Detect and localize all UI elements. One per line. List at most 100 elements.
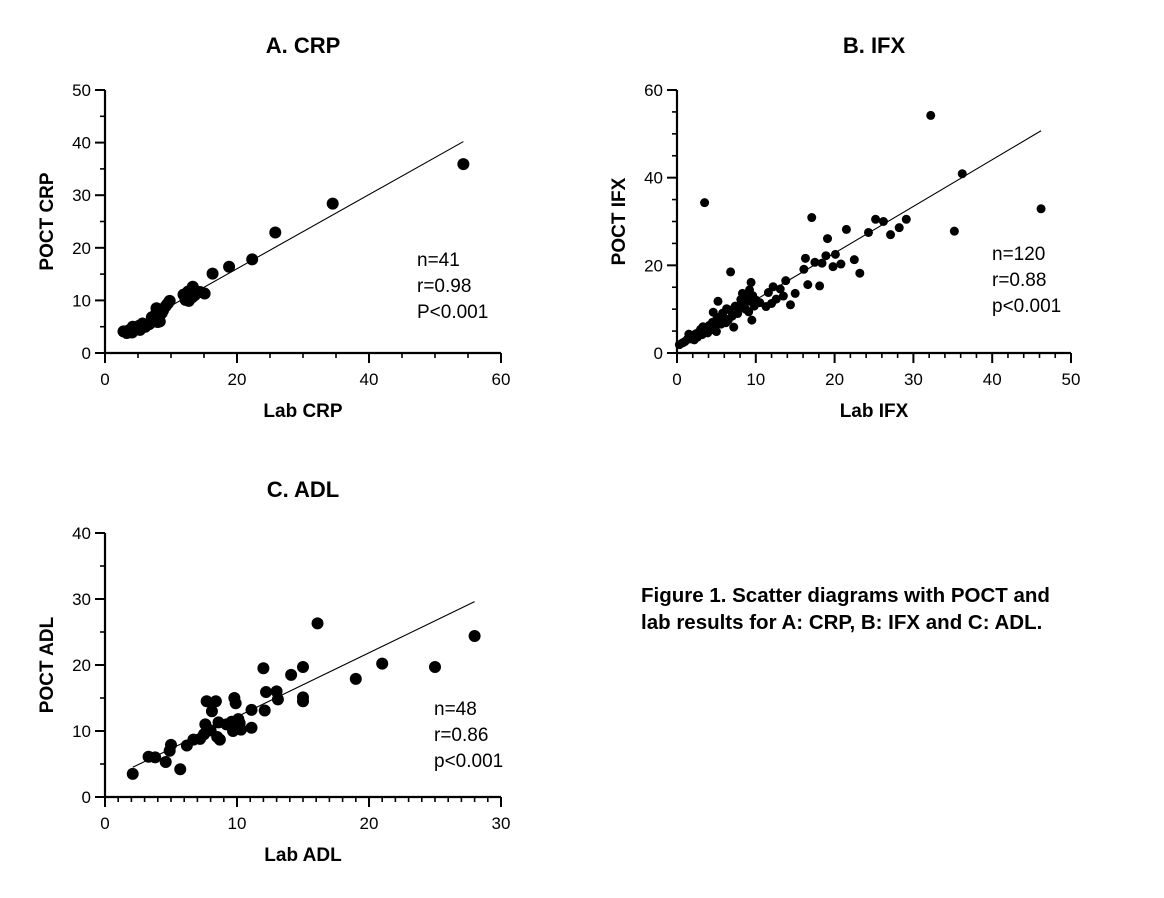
data-point <box>311 617 324 630</box>
data-point <box>297 660 309 673</box>
data-point <box>810 257 820 267</box>
y-tick-label: 0 <box>82 344 91 363</box>
x-tick-label: 0 <box>100 814 109 833</box>
data-point <box>285 668 298 681</box>
y-tick-label: 10 <box>72 291 91 310</box>
data-point <box>878 217 888 226</box>
data-point <box>260 686 273 699</box>
data-point <box>711 327 721 337</box>
x-tick-label: 60 <box>492 370 511 389</box>
y-tick-label: 0 <box>82 788 91 807</box>
data-point <box>429 660 441 673</box>
data-point <box>744 307 754 317</box>
data-point <box>126 767 139 780</box>
data-point <box>841 224 851 234</box>
x-axis-label: Lab IFX <box>840 401 909 422</box>
x-tick-label: 0 <box>100 370 109 389</box>
data-point <box>726 267 736 277</box>
data-point <box>828 262 838 272</box>
data-point <box>815 281 825 291</box>
data-point <box>271 693 284 706</box>
figure-caption-line-2: lab results for A: CRP, B: IFX and C: AD… <box>641 611 1043 634</box>
data-point <box>206 267 219 280</box>
stat-label: P<0.001 <box>417 302 488 323</box>
data-point <box>775 284 785 294</box>
data-point <box>871 214 881 224</box>
data-point <box>803 280 813 290</box>
data-point <box>468 629 481 642</box>
x-tick-label: 20 <box>360 814 379 833</box>
data-point <box>778 291 788 301</box>
data-point <box>200 695 213 708</box>
data-point <box>823 234 833 244</box>
y-tick-label: 40 <box>72 524 91 543</box>
data-point <box>855 268 865 278</box>
data-point <box>229 697 242 710</box>
data-point <box>807 213 817 223</box>
data-point <box>205 705 218 718</box>
figure-caption-line-1: Figure 1. Scatter diagrams with POCT and <box>641 584 1050 607</box>
data-point <box>149 751 162 764</box>
data-point <box>349 672 362 685</box>
y-axis-label: POCT CRP <box>37 172 58 271</box>
chart-panel-c: C. ADL 0 10 20 30 0 10 20 30 40 Lab ADL POCT ADL n=4… <box>37 477 510 866</box>
stat-label: p<0.001 <box>434 751 503 772</box>
data-point <box>729 322 739 332</box>
data-point <box>297 695 309 708</box>
x-tick-label: 40 <box>983 370 1002 389</box>
data-point <box>746 277 756 287</box>
data-point <box>198 287 211 300</box>
y-tick-label: 0 <box>654 344 663 363</box>
y-tick-label: 30 <box>72 590 91 609</box>
x-tick-label: 40 <box>360 370 379 389</box>
x-axis-label: Lab ADL <box>264 845 342 866</box>
chart-panel-b: B. IFX 0 10 20 30 40 50 0 20 40 60 Lab IFX POCT IFX n… <box>609 33 1080 422</box>
data-point <box>223 260 236 273</box>
data-point <box>800 253 810 263</box>
x-tick-label: 20 <box>825 370 844 389</box>
data-point <box>246 253 259 266</box>
data-point <box>258 704 271 717</box>
data-point <box>165 738 177 751</box>
x-tick-label: 20 <box>228 370 247 389</box>
data-point <box>213 733 226 746</box>
y-tick-label: 20 <box>72 656 91 675</box>
data-point <box>901 214 911 224</box>
stat-label: r=0.88 <box>992 270 1046 291</box>
chart-title: B. IFX <box>843 33 906 58</box>
data-point <box>245 703 258 716</box>
data-point <box>326 197 339 210</box>
x-tick-label: 10 <box>746 370 765 389</box>
data-point <box>781 276 791 286</box>
stat-label: n=120 <box>992 244 1045 265</box>
data-point <box>163 294 176 307</box>
data-point <box>830 249 840 259</box>
data-point <box>376 657 389 670</box>
data-point <box>747 315 757 325</box>
data-point <box>790 288 800 298</box>
x-tick-label: 10 <box>228 814 247 833</box>
data-point <box>886 230 896 240</box>
data-point <box>863 227 873 237</box>
chart-title: C. ADL <box>267 477 340 502</box>
data-point <box>700 198 710 208</box>
data-point <box>771 294 781 304</box>
y-axis-label: POCT IFX <box>609 177 630 265</box>
y-tick-label: 50 <box>72 81 91 100</box>
data-point <box>234 723 247 736</box>
x-tick-label: 50 <box>1062 370 1081 389</box>
x-tick-label: 0 <box>672 370 681 389</box>
x-axis-label: Lab CRP <box>263 401 343 422</box>
data-point <box>269 226 282 239</box>
y-tick-label: 40 <box>72 134 91 153</box>
y-tick-label: 20 <box>644 256 663 275</box>
data-point <box>821 251 831 261</box>
stat-label: r=0.98 <box>417 276 471 297</box>
data-point <box>799 264 809 274</box>
x-tick-label: 30 <box>904 370 923 389</box>
chart-panel-a: A. CRP 0 20 40 60 0 10 20 30 40 50 Lab CRP POCT CRP n… <box>37 33 510 422</box>
data-point <box>209 695 222 708</box>
chart-title: A. CRP <box>266 33 341 58</box>
stat-label: r=0.86 <box>434 725 488 746</box>
stat-label: n=41 <box>417 250 460 271</box>
